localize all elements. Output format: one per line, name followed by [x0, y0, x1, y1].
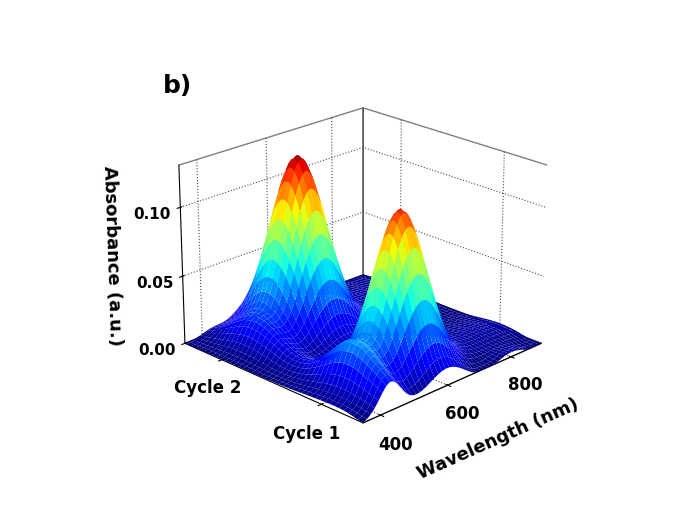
- Text: b): b): [163, 74, 192, 98]
- X-axis label: Wavelength (nm): Wavelength (nm): [415, 395, 581, 483]
